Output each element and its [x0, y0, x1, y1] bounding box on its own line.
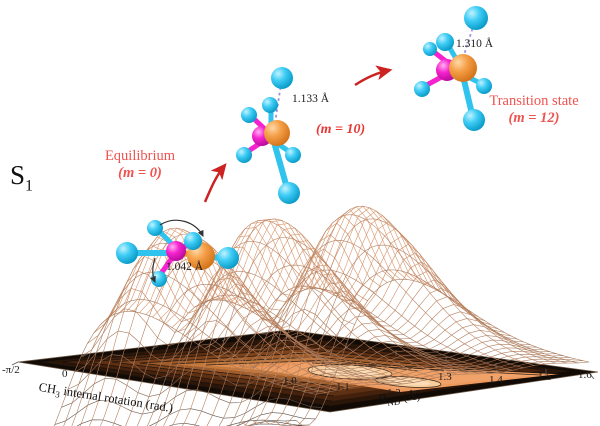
annotation-equilibrium: Equilibrium (m = 0) — [80, 148, 200, 181]
x-tick-1: 1.1 — [336, 381, 350, 393]
bond-length-transition-state: 1.310 Å — [456, 38, 494, 50]
x-tick-0: 1.0 — [283, 375, 297, 387]
x-tick-4: 1.4 — [489, 374, 503, 386]
x-tick-3: 1.3 — [438, 371, 452, 383]
x-tick-2: 1.2 — [387, 387, 401, 399]
x-tick-6: 1.6 — [578, 369, 592, 381]
bond-length-intermediate: 1.133 Å — [292, 93, 330, 105]
rotation-arrow-icon — [159, 219, 204, 237]
annotation-equilibrium-title: Equilibrium — [104, 148, 176, 164]
y-tick-3: π — [226, 385, 232, 397]
annotation-transition-state-m: (m = 12) — [508, 109, 560, 126]
annotation-equilibrium-m: (m = 0) — [118, 164, 162, 181]
annotation-intermediate-m: (m = 10) — [316, 122, 366, 137]
y-tick-1: 0 — [62, 368, 68, 380]
electronic-state-label: S1 — [10, 160, 34, 195]
annotation-transition-state-title: Transition state — [489, 93, 579, 109]
y-tick-0: -π/2 — [2, 364, 20, 376]
arrow-equilibrium-to-intermediate — [203, 163, 227, 203]
dissociating-bond-indicator — [274, 83, 282, 124]
x-tick-5: 1.5 — [538, 371, 552, 383]
arrow-intermediate-to-transition-state — [354, 65, 393, 87]
y-tick-2: π/2 — [157, 375, 172, 387]
annotation-transition-state: Transition state (m = 12) — [474, 93, 594, 126]
bond-length-equilibrium: 1.042 Å — [166, 261, 204, 273]
